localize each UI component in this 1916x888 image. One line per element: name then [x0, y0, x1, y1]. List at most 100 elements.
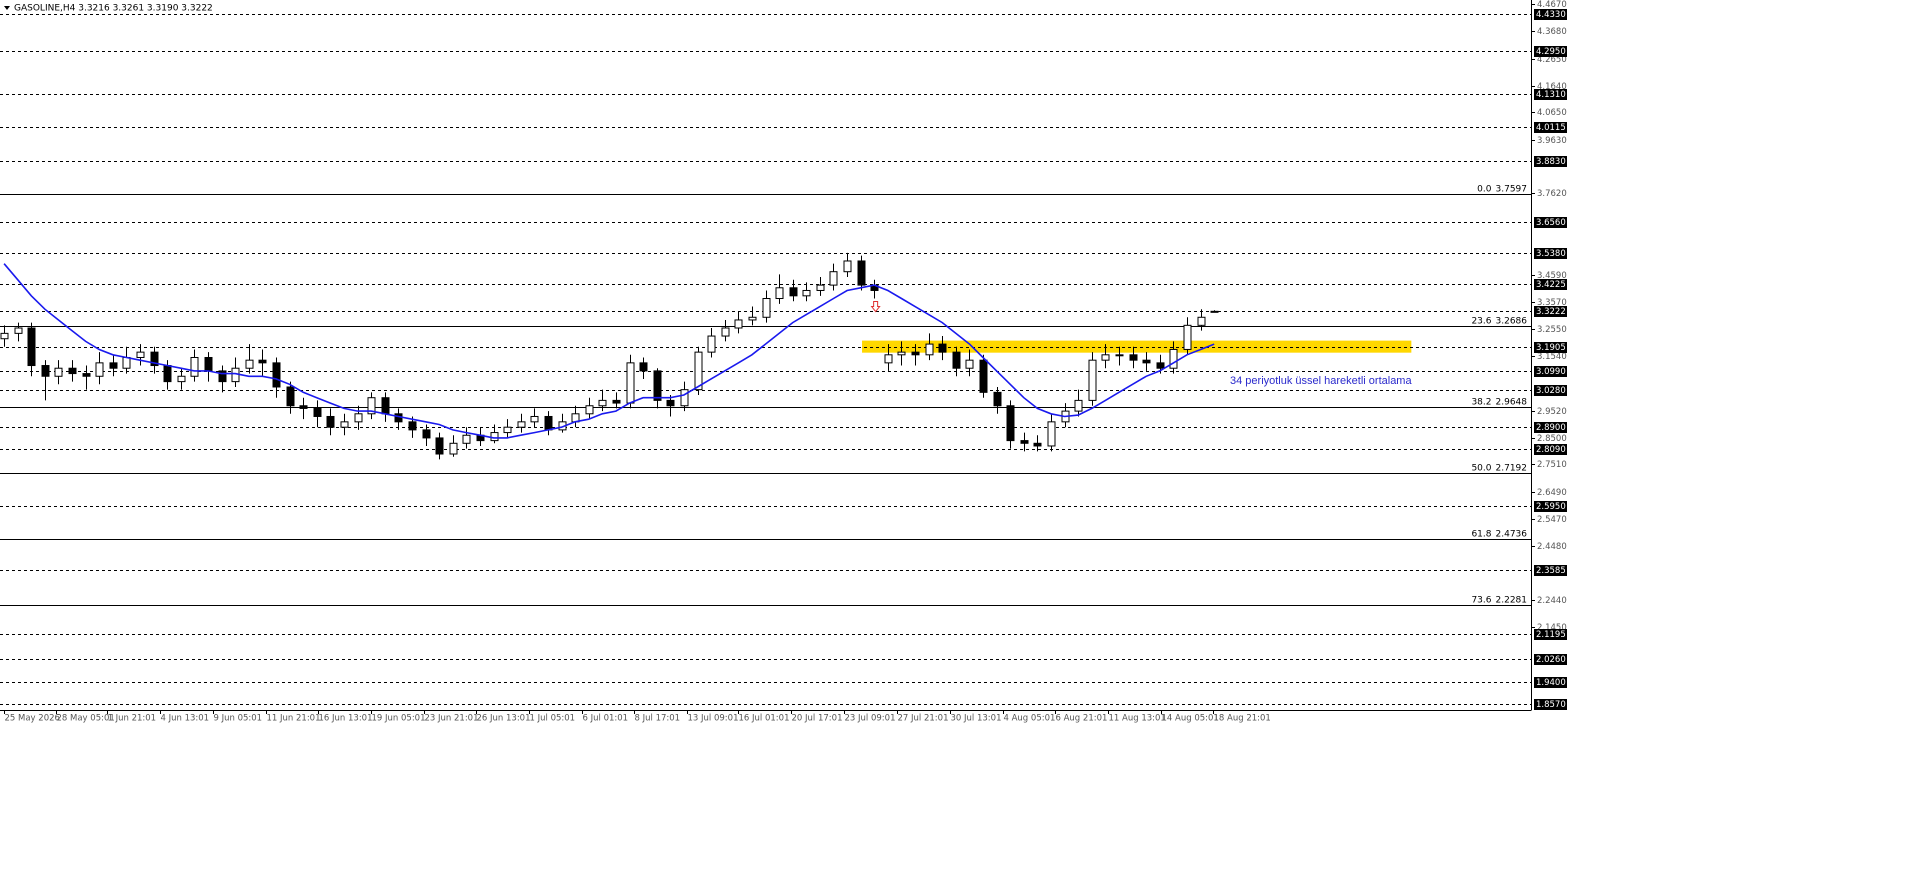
- x-tick-label: 1 Jul 05:01: [530, 714, 576, 724]
- candle-body: [626, 362, 635, 404]
- level-label: 4.0115: [1536, 123, 1566, 133]
- x-tick-label: 4 Jun 13:01: [161, 714, 210, 724]
- candle-body: [965, 359, 974, 369]
- y-tick-label: 2.8500: [1537, 434, 1567, 444]
- candle-body: [1006, 405, 1015, 442]
- candle-body: [299, 405, 308, 409]
- fib-label: 50.0 2.7192: [1471, 463, 1527, 473]
- x-tick-label: 16 Jun 13:01: [319, 714, 373, 724]
- level-box: [1534, 565, 1567, 576]
- x-tick-label: 14 Aug 05:01: [1162, 714, 1219, 724]
- y-tick-label: 2.4480: [1537, 542, 1567, 552]
- candle-body: [530, 415, 539, 423]
- fib-value: 2.4736: [1496, 529, 1528, 539]
- candle-body: [54, 367, 63, 377]
- fib-value: 3.7597: [1496, 184, 1528, 194]
- level-label: 2.8900: [1536, 423, 1566, 433]
- fib-level: 73.6: [1471, 595, 1491, 605]
- y-tick-label: 4.3680: [1537, 27, 1567, 37]
- candle-body: [1129, 354, 1138, 361]
- y-tick-label: 4.1640: [1537, 82, 1567, 92]
- candle-body: [517, 421, 526, 428]
- candle-body: [1020, 440, 1029, 444]
- level-box: [1534, 444, 1567, 455]
- candle-body: [435, 437, 444, 455]
- fib-level: 38.2: [1471, 397, 1491, 407]
- candle-body: [748, 316, 757, 321]
- level-box: [1534, 654, 1567, 665]
- level-label: 1.8570: [1536, 700, 1566, 710]
- x-tick-label: 19 Jun 05:01: [372, 714, 426, 724]
- candle-body: [734, 319, 743, 329]
- candle-body: [41, 365, 50, 377]
- level-label: 4.1310: [1536, 90, 1566, 100]
- candle-body: [1115, 354, 1124, 357]
- candle-body: [490, 432, 499, 442]
- candle-body: [707, 335, 716, 353]
- x-tick-label: 11 Aug 13:01: [1109, 714, 1166, 724]
- x-tick-label: 27 Jul 21:01: [898, 714, 949, 724]
- level-box: [1534, 501, 1567, 512]
- menu-triangle[interactable]: [4, 6, 10, 10]
- x-tick-label: 8 Jul 17:01: [635, 714, 681, 724]
- y-tick-label: 2.5470: [1537, 515, 1567, 525]
- candle-body: [272, 362, 281, 388]
- x-tick-label: 18 Aug 21:01: [1214, 714, 1271, 724]
- x-tick-label: 4 Aug 05:01: [1004, 714, 1056, 724]
- candle-body: [503, 426, 512, 434]
- candle-body: [925, 343, 934, 356]
- level-box: [1534, 306, 1567, 317]
- candle-body: [408, 421, 417, 431]
- x-tick-label: 6 Aug 21:01: [1056, 714, 1108, 724]
- y-tick-label: 4.2650: [1537, 55, 1567, 65]
- candle-body: [816, 284, 825, 291]
- x-tick-label: 1 Jun 21:01: [108, 714, 157, 724]
- level-box: [1534, 385, 1567, 396]
- candle-body: [313, 407, 322, 417]
- candle-body: [884, 354, 893, 364]
- level-label: 1.9400: [1536, 678, 1566, 688]
- axis-layer: 4.4670 4.3680 4.2650 4.1640 4.0650 3.9630 3.76…: [0, 0, 1567, 724]
- level-label: 2.8090: [1536, 445, 1566, 455]
- candle-body: [694, 351, 703, 391]
- level-box: [1534, 122, 1567, 133]
- candle-body: [680, 389, 689, 407]
- x-tick-label: 28 May 05:01: [57, 714, 115, 724]
- candle-body: [449, 442, 458, 455]
- fib-level: 23.6: [1471, 316, 1491, 326]
- candle-body: [993, 391, 1002, 407]
- level-box: [1534, 156, 1567, 167]
- candle-body: [122, 356, 131, 369]
- candle-body: [109, 362, 118, 369]
- y-tick-label: 3.2550: [1537, 325, 1567, 335]
- x-tick-label: 13 Jul 09:01: [688, 714, 739, 724]
- y-tick-label: 3.9630: [1537, 136, 1567, 146]
- candle-body: [829, 271, 838, 286]
- candle-body: [95, 362, 104, 377]
- x-tick-label: 16 Jul 01:01: [739, 714, 790, 724]
- y-tick-label: 3.4590: [1537, 271, 1567, 281]
- y-tick-label: 3.7620: [1537, 189, 1567, 199]
- y-tick-label: 2.9520: [1537, 407, 1567, 417]
- candle-body: [354, 413, 363, 423]
- candle-body: [1156, 362, 1165, 369]
- level-label: 4.4330: [1536, 10, 1566, 20]
- signal-arrow: [870, 301, 881, 313]
- level-box: [1534, 46, 1567, 57]
- candle-body: [585, 405, 594, 415]
- y-tick-label: 3.1540: [1537, 352, 1567, 362]
- candle-body: [218, 370, 227, 383]
- fib-label: 73.6 2.2281: [1471, 595, 1527, 605]
- candle-body: [775, 287, 784, 300]
- y-tick-label: 4.0650: [1537, 108, 1567, 118]
- fib-value: 3.2686: [1496, 316, 1528, 326]
- fib-value: 2.7192: [1496, 463, 1528, 473]
- candle-body: [286, 386, 295, 407]
- level-label: 2.5950: [1536, 502, 1566, 512]
- candle-body: [762, 298, 771, 318]
- x-tick-label: 30 Jul 13:01: [951, 714, 1002, 724]
- y-tick-label: 2.1450: [1537, 623, 1567, 633]
- candle-body: [843, 260, 852, 273]
- candle-body: [1074, 399, 1083, 412]
